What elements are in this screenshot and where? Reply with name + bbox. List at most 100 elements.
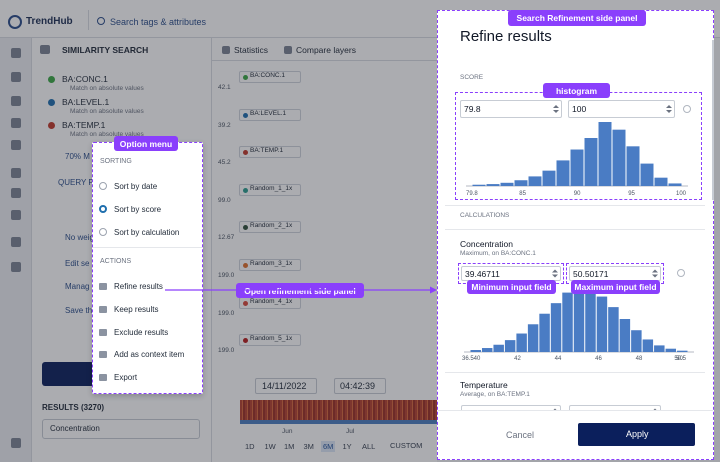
rail-icon[interactable] <box>11 237 21 247</box>
reset-icon <box>683 105 691 113</box>
menu-icon <box>99 283 107 290</box>
menu-icon <box>99 351 107 359</box>
menu-item[interactable]: Exclude results <box>114 327 169 337</box>
apply-button[interactable] <box>578 423 695 446</box>
primary-button[interactable] <box>42 362 94 386</box>
lane-chip <box>239 146 301 159</box>
zoom-button[interactable]: 1D <box>245 442 255 451</box>
search-field[interactable]: Search tags & attributes <box>110 17 207 27</box>
annotation-text: Maximum input field <box>574 282 657 292</box>
rail-icon[interactable] <box>11 438 21 448</box>
menu-item[interactable]: Edit se <box>65 259 90 268</box>
annotation-label <box>114 136 178 151</box>
histogram-axis-label: 48 <box>636 356 643 362</box>
histogram-bar <box>570 149 584 186</box>
histogram-bar <box>642 339 654 352</box>
zoom-button[interactable]: 1Y <box>342 442 352 451</box>
lane-axis-value: 199.0 <box>218 272 235 279</box>
menu-icon <box>99 305 107 313</box>
calculation-detail: Average, on BA:TEMP.1 <box>460 391 530 398</box>
zoom-button[interactable]: 6M <box>321 441 336 452</box>
month-label: Jul <box>346 428 355 435</box>
histogram-bar <box>668 183 682 186</box>
histogram-bar <box>472 184 486 186</box>
annotation-label <box>508 10 646 26</box>
histogram-bar <box>612 129 626 186</box>
zoom-button[interactable]: 1W <box>264 442 276 451</box>
custom-range[interactable]: CUSTOM <box>390 441 423 450</box>
menu-item[interactable]: No weig <box>65 233 94 242</box>
divider <box>445 229 705 230</box>
date-field[interactable] <box>255 378 317 394</box>
lane-chip <box>239 259 301 271</box>
sort-dropdown[interactable] <box>42 419 200 439</box>
menu-item[interactable]: Keep results <box>114 304 159 314</box>
radio[interactable] <box>99 182 107 190</box>
spin-up <box>553 105 559 108</box>
histogram-bar <box>542 170 556 186</box>
lane-name: Random_1_1x <box>250 184 293 192</box>
number-input[interactable] <box>460 100 562 118</box>
section-label: SCORE <box>460 74 484 81</box>
histogram-bar <box>528 176 542 186</box>
cancel-button[interactable]: Cancel <box>506 430 535 440</box>
rail-icon[interactable] <box>11 72 21 82</box>
rail-icon[interactable] <box>11 262 21 272</box>
time-field[interactable] <box>334 378 386 394</box>
rail-icon[interactable] <box>11 96 21 106</box>
histogram-bar <box>470 350 481 352</box>
rail-icon[interactable] <box>11 168 21 178</box>
rail-icon[interactable] <box>11 118 21 128</box>
histogram-bar <box>556 160 570 186</box>
histogram-axis-label: 100 <box>676 191 687 197</box>
tag-name: BA:TEMP.1 <box>62 120 106 130</box>
menu-item[interactable]: Sort by date <box>114 182 158 191</box>
tab[interactable]: Statistics <box>234 45 269 55</box>
spin-down <box>652 274 658 278</box>
annotation-label <box>571 280 660 294</box>
zoom-button[interactable]: ALL <box>362 442 376 451</box>
dropdown-value: Concentration <box>50 424 100 433</box>
histogram-axis-label: 95 <box>628 191 635 197</box>
rail-icon[interactable] <box>11 48 21 58</box>
menu-item[interactable]: Add as context item <box>114 350 185 360</box>
lane-chip <box>239 71 301 83</box>
number-input[interactable] <box>568 100 675 118</box>
menu-item[interactable]: Export <box>114 373 138 383</box>
reset-icon <box>677 269 685 277</box>
menu-item[interactable]: Manag <box>65 282 90 291</box>
menu-item[interactable]: Sort by score <box>114 205 162 214</box>
apply-label[interactable]: Apply <box>626 429 649 439</box>
lane-chip <box>239 183 301 196</box>
logo-icon <box>8 15 22 29</box>
menu-item[interactable]: Sort by calculation <box>114 228 180 237</box>
tag-detail: Match on absolute values <box>70 108 144 115</box>
annotation-text: Search Refinement side panel <box>516 13 638 23</box>
radio[interactable] <box>99 205 107 213</box>
histogram-bar <box>677 350 688 352</box>
scrollbar <box>712 40 714 200</box>
histogram-bar <box>562 292 573 352</box>
input-value: 100 <box>572 104 587 114</box>
tab[interactable]: Compare layers <box>296 45 356 55</box>
month-label: Jun <box>282 428 293 435</box>
icon-rail <box>0 38 32 462</box>
rail-icon[interactable] <box>11 140 21 150</box>
rail-icon[interactable] <box>11 188 21 198</box>
section-label: CALCULATIONS <box>460 212 510 219</box>
menu-item[interactable]: Refine results <box>114 282 163 291</box>
navigator[interactable] <box>240 400 437 420</box>
histogram-axis-label: 36.5 <box>462 356 474 362</box>
menu-item[interactable]: Save th <box>65 306 93 315</box>
menu-item[interactable]: 70% M <box>65 152 90 161</box>
zoom-button[interactable]: 1M <box>284 442 295 451</box>
spin-down <box>553 110 559 113</box>
lane-dot <box>243 225 248 231</box>
histogram-axis-label: 50.5 <box>674 356 686 362</box>
arrow-head <box>430 286 437 294</box>
tab-icon <box>284 46 292 54</box>
rail-icon[interactable] <box>11 210 21 220</box>
radio[interactable] <box>99 228 107 236</box>
zoom-button[interactable]: 3M <box>303 442 314 451</box>
menu-item[interactable]: QUERY P <box>58 178 94 187</box>
